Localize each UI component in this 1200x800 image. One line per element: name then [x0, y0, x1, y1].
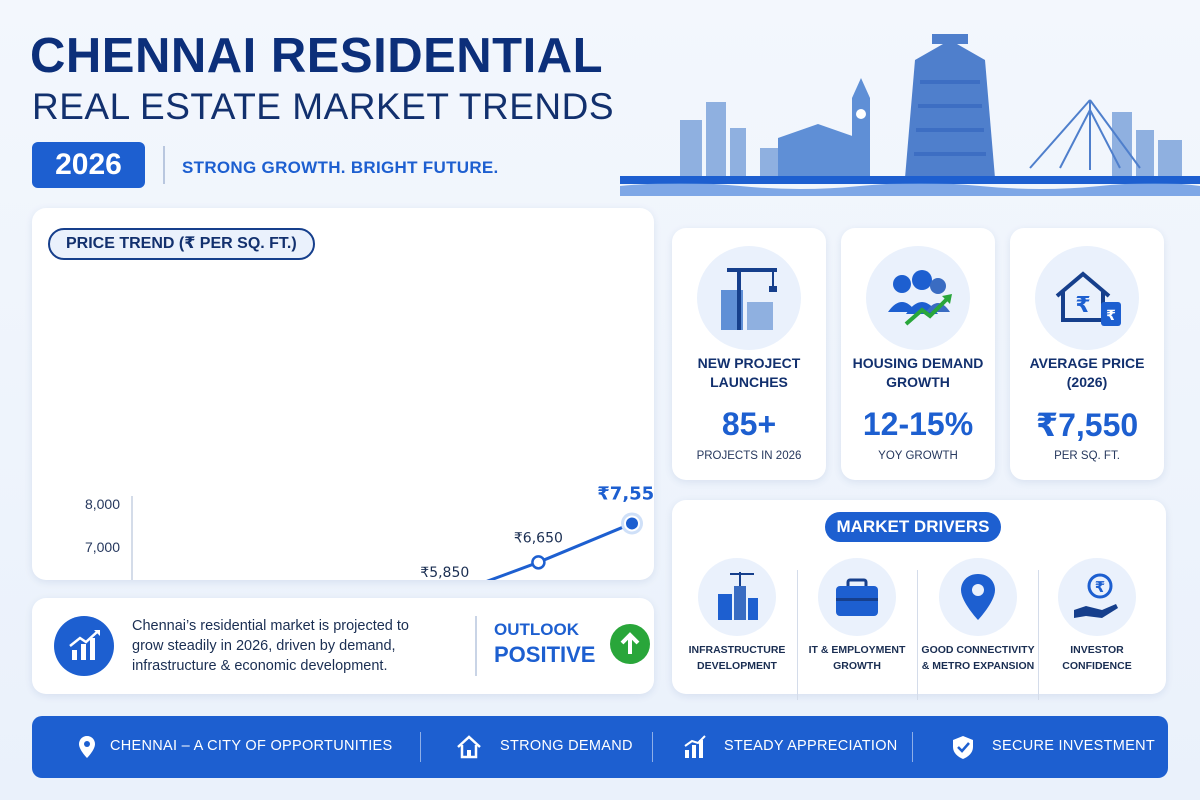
- summary-card: Chennai’s residential market is projecte…: [32, 598, 654, 694]
- stat-label: HOUSING DEMAND GROWTH: [852, 355, 984, 390]
- footer-banner: CHENNAI – A CITY OF OPPORTUNITIES STRONG…: [32, 716, 1168, 778]
- y-tick-label: 7,000: [85, 539, 120, 555]
- driver-investor-confidence: ₹ INVESTOR CONFIDENCE: [1036, 556, 1158, 682]
- data-label: ₹7,550: [597, 483, 654, 504]
- location-pin-icon: [939, 558, 1017, 636]
- chart-title: PRICE TREND (₹ PER SQ. FT.): [48, 228, 315, 260]
- stat-subtitle: PER SQ. FT.: [1054, 450, 1120, 462]
- footer-divider: [420, 732, 421, 762]
- page-subtitle: REAL ESTATE MARKET TRENDS: [32, 86, 615, 127]
- market-drivers-title: MARKET DRIVERS: [825, 512, 1001, 542]
- stat-value: ₹7,550: [1035, 407, 1139, 443]
- driver-label: IT & EMPLOYMENT GROWTH: [808, 644, 906, 672]
- header-divider: [163, 146, 165, 184]
- driver-label: INVESTOR CONFIDENCE: [1062, 644, 1132, 672]
- people-growth-icon: [866, 246, 970, 350]
- stat-card-new-projects: NEW PROJECT LAUNCHES 85+ PROJECTS IN 202…: [672, 228, 826, 480]
- data-label: ₹5,850: [420, 565, 469, 580]
- stat-card-average-price: ₹ ₹ AVERAGE PRICE (2026) ₹7,550 PER SQ. …: [1010, 228, 1164, 480]
- summary-text: Chennai’s residential market is projecte…: [132, 618, 409, 674]
- year-badge: 2026: [32, 142, 145, 188]
- location-pin-icon: [79, 736, 95, 758]
- price-trend-line: [486, 522, 633, 580]
- data-point: [624, 515, 640, 532]
- driver-label: INFRASTRUCTURE DEVELOPMENT: [688, 644, 786, 672]
- driver-divider: [917, 570, 918, 700]
- footer-label: STRONG DEMAND: [500, 738, 633, 754]
- briefcase-icon: [818, 558, 896, 636]
- price-trend-chart: ₹4,200₹4,650₹5,150₹5,850₹6,650₹7,550 3,0…: [85, 483, 654, 580]
- tagline: STRONG GROWTH. BRIGHT FUTURE.: [182, 158, 499, 177]
- driver-it-employment: IT & EMPLOYMENT GROWTH: [796, 556, 918, 682]
- construction-crane-icon: [697, 246, 801, 350]
- footer-divider: [652, 732, 653, 762]
- price-trend-card: ₹4,200₹4,650₹5,150₹5,850₹6,650₹7,550 3,0…: [32, 208, 654, 580]
- svg-text:₹: ₹: [1095, 578, 1105, 596]
- chennai-skyline-illustration: [620, 34, 1200, 196]
- footer-label: CHENNAI – A CITY OF OPPORTUNITIES: [110, 738, 393, 754]
- growth-chart-icon: [54, 616, 114, 676]
- stat-subtitle: YOY GROWTH: [878, 450, 958, 462]
- data-label: ₹6,650: [514, 530, 563, 546]
- stat-card-housing-demand: HOUSING DEMAND GROWTH 12-15% YOY GROWTH: [841, 228, 995, 480]
- outlook-label: OUTLOOK: [494, 620, 579, 639]
- footer-label: SECURE INVESTMENT: [992, 738, 1156, 754]
- driver-divider: [797, 570, 798, 700]
- svg-text:₹: ₹: [1075, 293, 1090, 318]
- footer-divider: [912, 732, 913, 762]
- driver-connectivity: GOOD CONNECTIVITY & METRO EXPANSION: [917, 556, 1039, 682]
- driver-label: GOOD CONNECTIVITY & METRO EXPANSION: [921, 644, 1035, 672]
- data-point: [531, 555, 546, 570]
- stat-label: AVERAGE PRICE (2026): [1029, 355, 1145, 390]
- shield-check-icon: [953, 736, 973, 759]
- stat-label: NEW PROJECT LAUNCHES: [697, 355, 801, 390]
- outlook-value: POSITIVE: [494, 642, 596, 667]
- bar-chart-icon: [684, 735, 706, 758]
- hand-rupee-icon: ₹: [1058, 558, 1136, 636]
- home-icon: [457, 735, 481, 759]
- house-rupee-icon: ₹ ₹: [1035, 246, 1139, 350]
- summary-divider: [475, 616, 477, 676]
- stat-subtitle: PROJECTS IN 2026: [696, 450, 802, 462]
- stat-value: 12-15%: [862, 406, 974, 442]
- driver-infrastructure: INFRASTRUCTURE DEVELOPMENT: [676, 556, 798, 682]
- footer-label: STEADY APPRECIATION: [724, 738, 898, 754]
- buildings-crane-icon: [698, 558, 776, 636]
- arrow-up-icon: [610, 624, 650, 664]
- stat-value: 85+: [721, 406, 777, 442]
- svg-text:₹: ₹: [1106, 308, 1116, 324]
- driver-divider: [1038, 570, 1039, 700]
- market-drivers-card: MARKET DRIVERS INFRASTRUCTURE DEVELOPMEN…: [672, 500, 1166, 700]
- y-tick-label: 8,000: [85, 496, 120, 512]
- page-title: CHENNAI RESIDENTIAL: [30, 29, 604, 83]
